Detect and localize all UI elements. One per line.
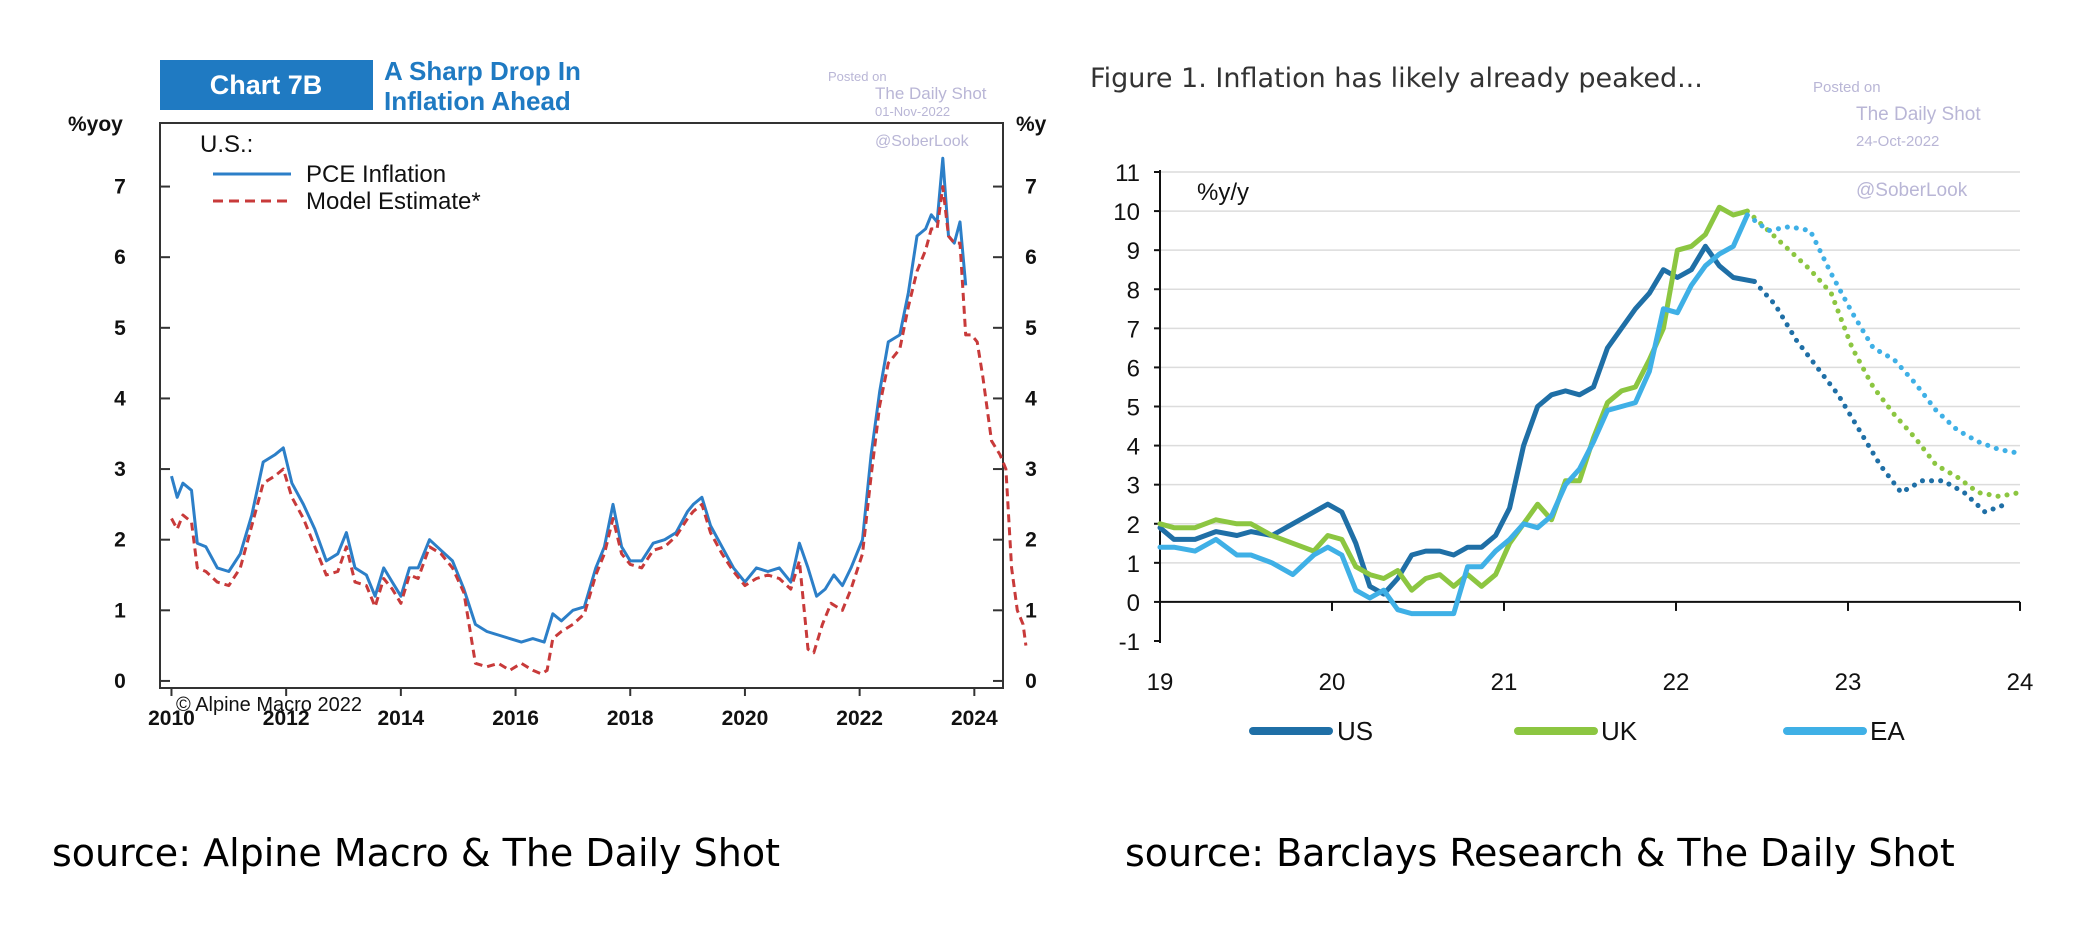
series-line-model-estimate	[170, 185, 1028, 676]
watermark-posted-on: Posted on	[828, 69, 887, 84]
x-tick-label: 2018	[607, 707, 654, 730]
y-tick-label-right: 2	[1025, 529, 1037, 552]
y-tick-label: 11	[1115, 160, 1140, 187]
inset-label: U.S.:	[200, 131, 253, 158]
y-tick-label: 4	[1127, 434, 1140, 461]
x-tick-label: 24	[2007, 669, 2034, 696]
plot-frame	[159, 122, 1004, 689]
x-tick-label: 2010	[148, 707, 195, 730]
source-right: source: Barclays Research & The Daily Sh…	[1125, 831, 1955, 875]
source-left: source: Alpine Macro & The Daily Shot	[52, 831, 780, 875]
y-tick-label-right: 1	[1025, 599, 1037, 622]
series-line-ea-actual	[1157, 212, 1750, 617]
y-axis-label-right: %y	[1016, 113, 1047, 136]
y-tick-label-left: 0	[114, 670, 126, 693]
y-tick-label-left: 7	[114, 176, 126, 199]
y-tick-label-right: 6	[1025, 246, 1037, 269]
x-tick-label: 19	[1147, 669, 1174, 696]
watermark-date: 24-Oct-2022	[1856, 133, 1939, 150]
legend-label-us: US	[1337, 716, 1373, 746]
y-tick-label: 9	[1127, 238, 1140, 265]
x-tick-label: 2014	[377, 707, 424, 730]
legend-label-pce: PCE Inflation	[306, 161, 446, 188]
watermark-handle: @SoberLook	[875, 133, 970, 150]
watermark-daily-shot: The Daily Shot	[1856, 104, 1981, 125]
y-tick-label-right: 5	[1025, 317, 1037, 340]
legend-label-uk: UK	[1601, 716, 1638, 746]
y-tick-label-right: 0	[1025, 670, 1037, 693]
y-tick-label: 2	[1127, 512, 1140, 539]
chart-title-line-1: A Sharp Drop In	[384, 56, 581, 86]
chart-tag-box	[160, 60, 373, 110]
y-tick-label-right: 4	[1025, 387, 1037, 410]
y-tick-label: 3	[1127, 473, 1140, 500]
x-tick-label: 2012	[263, 707, 310, 730]
y-tick-label-left: 5	[114, 317, 126, 340]
right-chart: Figure 1. Inflation has likely already p…	[1090, 63, 2033, 746]
x-tick-label: 2022	[836, 707, 883, 730]
legend-label-ea: EA	[1870, 716, 1905, 746]
x-tick-label: 2020	[722, 707, 769, 730]
x-tick-label: 21	[1491, 669, 1518, 696]
y-tick-label: -1	[1119, 629, 1140, 656]
y-tick-label-left: 2	[114, 529, 126, 552]
axis-ticks: 0 0 1 1 2 2 3 3 4 4 5 5 6 6 7 7 2010 2012 2014 2016 2018 2020…	[114, 176, 1037, 730]
y-tick-label: 0	[1127, 590, 1140, 617]
legend-label-model: Model Estimate*	[306, 188, 481, 215]
watermark-posted-on: Posted on	[1813, 79, 1881, 96]
figure-title: Figure 1. Inflation has likely already p…	[1090, 63, 1703, 94]
gridlines	[1160, 171, 2020, 564]
series-lines	[170, 156, 1028, 676]
y-axis-label-left: %yoy	[68, 113, 123, 136]
series-lines	[1157, 204, 2023, 617]
unit-label: %y/y	[1197, 179, 1249, 206]
y-tick-label: 8	[1127, 277, 1140, 304]
y-tick-label: 1	[1127, 551, 1140, 578]
watermark-daily-shot: The Daily Shot	[875, 84, 987, 103]
y-tick-label-left: 3	[114, 458, 126, 481]
x-tick-label: 20	[1319, 669, 1346, 696]
y-tick-label-left: 6	[114, 246, 126, 269]
series-line-uk-forecast	[1744, 208, 2023, 499]
x-tick-label: 2024	[951, 707, 998, 730]
series-line-us-forecast	[1751, 278, 2009, 515]
watermark-date: 01-Nov-2022	[875, 104, 950, 119]
legend: PCE Inflation Model Estimate*	[213, 161, 481, 215]
x-tick-label: 2016	[492, 707, 539, 730]
chart-tag: Chart 7B	[210, 70, 323, 100]
y-tick-label-right: 3	[1025, 458, 1037, 481]
chart-title-line-2: Inflation Ahead	[384, 86, 571, 116]
series-line-us-actual	[1157, 243, 1757, 597]
y-tick-label: 7	[1127, 316, 1140, 343]
y-tick-label: 10	[1113, 199, 1140, 226]
y-tick-label-right: 7	[1025, 176, 1037, 199]
x-tick-label: 23	[1835, 669, 1862, 696]
y-tick-label: 6	[1127, 355, 1140, 382]
watermark-handle: @SoberLook	[1856, 180, 1968, 201]
y-tick-label: 5	[1127, 395, 1140, 422]
copyright-note: © Alpine Macro 2022	[176, 694, 362, 716]
series-line-pce-inflation	[170, 156, 968, 644]
y-tick-label-left: 4	[114, 387, 126, 410]
y-tick-label-left: 1	[114, 599, 126, 622]
left-chart: Chart 7B A Sharp Drop In Inflation Ahead…	[68, 56, 1047, 730]
x-tick-label: 22	[1663, 669, 1690, 696]
legend: US UK EA	[1249, 716, 1905, 746]
